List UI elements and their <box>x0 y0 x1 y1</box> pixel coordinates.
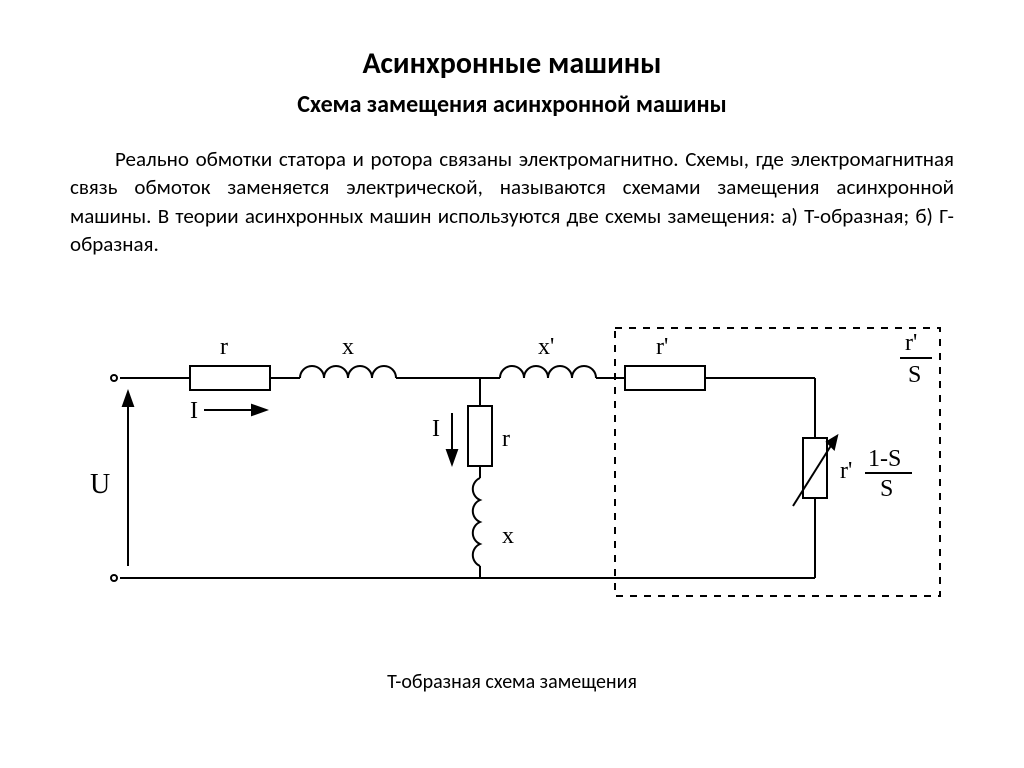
main-title: Асинхронные машины <box>0 45 1024 82</box>
sub-title: Схема замещения асинхронной машины <box>0 90 1024 119</box>
label-frac-top: r' <box>905 330 917 356</box>
figure-caption: T-образная схема замещения <box>0 670 1024 694</box>
label-x: x <box>342 334 354 360</box>
paragraph: Реально обмотки статора и ротора связаны… <box>70 145 954 258</box>
label-rhs-frac-bot: S <box>880 476 893 502</box>
label-x-mid: x <box>502 523 514 549</box>
label-r-mid: r <box>502 426 510 452</box>
label-xp: x' <box>538 334 554 360</box>
label-rhs-r: r' <box>840 458 852 484</box>
label-r: r <box>220 334 228 360</box>
label-I-mag: I <box>432 416 440 442</box>
label-frac-bot: S <box>908 362 921 388</box>
label-rp: r' <box>656 334 668 360</box>
circuit-diagram: r x x' r' I U I r x r' S r' 1-S S <box>70 318 970 618</box>
label-U: U <box>90 469 110 500</box>
label-I-stator: I <box>190 398 198 424</box>
label-rhs-frac-top: 1-S <box>868 446 901 472</box>
